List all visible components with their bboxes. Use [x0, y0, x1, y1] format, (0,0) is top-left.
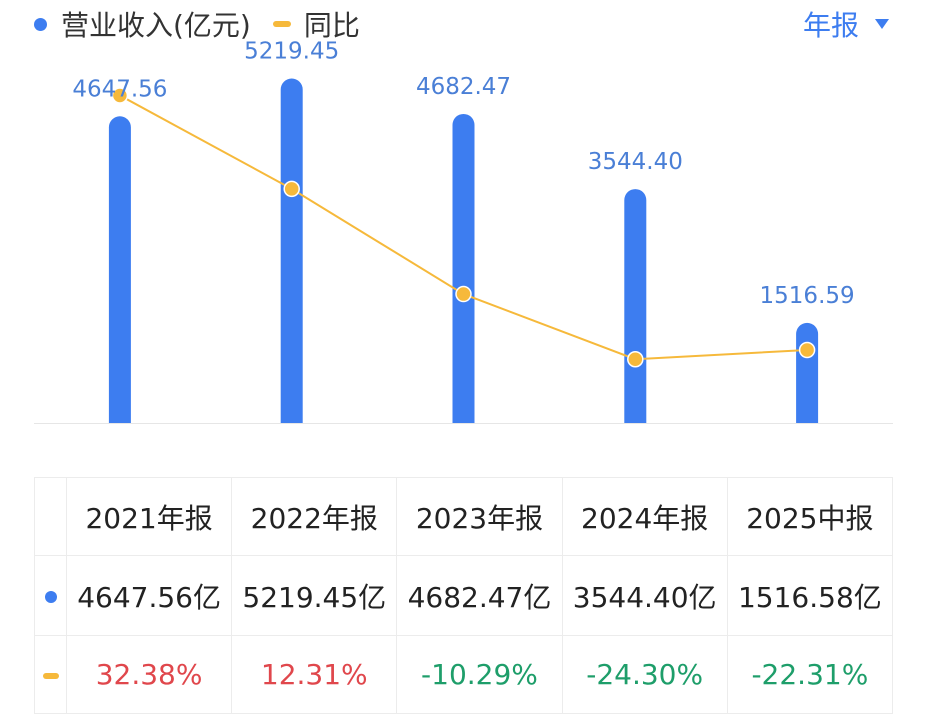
- bar-value-label: 1516.59: [760, 283, 855, 309]
- table-header-cell: 2022年报: [231, 477, 398, 556]
- yoy-point: [111, 87, 129, 104]
- yoy-cell: 12.31%: [231, 635, 398, 714]
- table-corner-cell: [34, 477, 67, 556]
- table-header-cell: 2025中报: [726, 477, 894, 556]
- table-header-cell: 2023年报: [396, 477, 563, 556]
- revenue-cell: 1516.58亿: [726, 555, 894, 636]
- yoy-cell: -10.29%: [396, 635, 563, 714]
- yoy-cell: -24.30%: [561, 635, 728, 714]
- yoy-point: [798, 341, 816, 359]
- caret-down-icon: [875, 19, 889, 29]
- yoy-legend-dash-icon: [272, 21, 291, 27]
- yoy-dash-icon: [42, 673, 59, 679]
- revenue-cell: 5219.45亿: [231, 555, 398, 636]
- revenue-cell: 4647.56亿: [65, 555, 233, 636]
- revenue-bar: [452, 113, 475, 424]
- yoy-cell: -22.31%: [726, 635, 894, 714]
- bar-value-label: 5219.45: [244, 39, 339, 65]
- table-header-cell: 2021年报: [65, 477, 233, 556]
- yoy-legend-label: 同比: [303, 9, 360, 42]
- revenue-bar: [280, 78, 303, 423]
- bar-value-label: 4647.56: [72, 76, 167, 102]
- revenue-dot-icon: [44, 591, 57, 603]
- revenue-row-marker: [34, 555, 67, 636]
- period-selector-label: 年报: [802, 9, 859, 42]
- yoy-point: [627, 350, 644, 368]
- revenue-bar-line-chart: 4647.56 5219.45 4682.47 3544.40 1516.59: [34, 39, 893, 424]
- table-revenue-row: 4647.56亿 5219.45亿 4682.47亿 3544.40亿 1516…: [34, 555, 894, 636]
- table-header-row: 2021年报 2022年报 2023年报 2024年报 2025中报: [34, 477, 894, 556]
- yoy-point: [283, 180, 300, 198]
- yoy-cell: 32.38%: [65, 635, 233, 714]
- revenue-legend-label: 营业收入(亿元): [61, 9, 251, 42]
- yoy-point: [455, 285, 472, 303]
- period-selector[interactable]: 年报: [803, 2, 889, 46]
- yoy-row-marker: [34, 635, 67, 714]
- chart-legend: 营业收入(亿元) 同比: [34, 2, 360, 46]
- bar-value-label: 4682.47: [416, 74, 511, 100]
- revenue-cell: 3544.40亿: [561, 555, 728, 636]
- revenue-legend-dot-icon: [34, 17, 47, 31]
- revenue-bar: [796, 322, 819, 423]
- table-header-cell: 2024年报: [561, 477, 728, 556]
- revenue-bar: [624, 189, 647, 423]
- revenue-cell: 4682.47亿: [396, 555, 563, 636]
- table-yoy-row: 32.38% 12.31% -10.29% -24.30% -22.31%: [34, 635, 894, 714]
- revenue-bar: [108, 116, 131, 423]
- revenue-data-table: 2021年报 2022年报 2023年报 2024年报 2025中报 4647.…: [34, 477, 894, 714]
- bar-value-label: 3544.40: [588, 149, 683, 175]
